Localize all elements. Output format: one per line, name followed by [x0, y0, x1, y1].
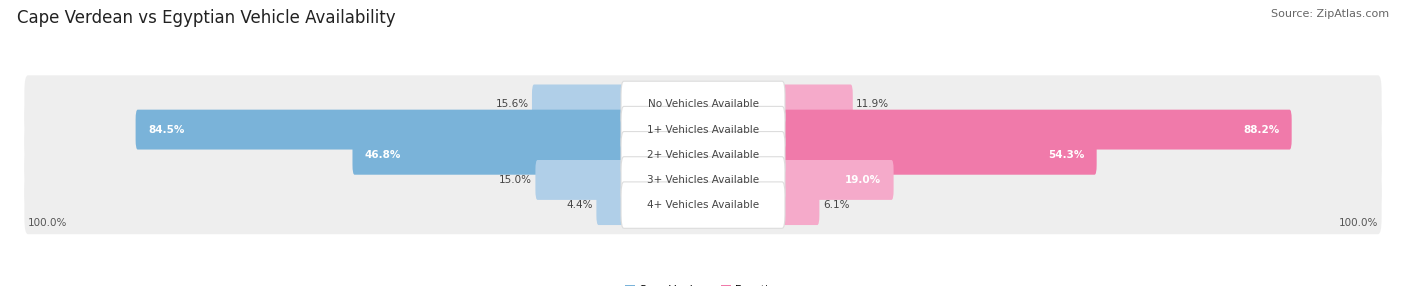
FancyBboxPatch shape	[596, 185, 626, 225]
Text: 11.9%: 11.9%	[856, 100, 890, 110]
Text: No Vehicles Available: No Vehicles Available	[648, 100, 758, 110]
FancyBboxPatch shape	[780, 185, 820, 225]
FancyBboxPatch shape	[621, 182, 785, 228]
Text: 54.3%: 54.3%	[1047, 150, 1084, 160]
Text: 3+ Vehicles Available: 3+ Vehicles Available	[647, 175, 759, 185]
Text: 46.8%: 46.8%	[366, 150, 401, 160]
FancyBboxPatch shape	[24, 126, 1382, 184]
Text: 100.0%: 100.0%	[1339, 218, 1378, 228]
FancyBboxPatch shape	[780, 110, 1292, 150]
FancyBboxPatch shape	[353, 135, 626, 175]
FancyBboxPatch shape	[24, 151, 1382, 209]
FancyBboxPatch shape	[621, 157, 785, 203]
FancyBboxPatch shape	[24, 100, 1382, 159]
Text: 88.2%: 88.2%	[1243, 125, 1279, 135]
Text: 4.4%: 4.4%	[567, 200, 593, 210]
Text: Source: ZipAtlas.com: Source: ZipAtlas.com	[1271, 9, 1389, 19]
FancyBboxPatch shape	[24, 176, 1382, 234]
FancyBboxPatch shape	[24, 75, 1382, 134]
FancyBboxPatch shape	[531, 84, 626, 124]
Text: 19.0%: 19.0%	[845, 175, 882, 185]
Text: 6.1%: 6.1%	[823, 200, 849, 210]
FancyBboxPatch shape	[621, 106, 785, 153]
Text: Cape Verdean vs Egyptian Vehicle Availability: Cape Verdean vs Egyptian Vehicle Availab…	[17, 9, 395, 27]
FancyBboxPatch shape	[536, 160, 626, 200]
Text: 84.5%: 84.5%	[148, 125, 184, 135]
Text: 100.0%: 100.0%	[28, 218, 67, 228]
FancyBboxPatch shape	[780, 160, 894, 200]
FancyBboxPatch shape	[621, 81, 785, 128]
Text: 15.6%: 15.6%	[495, 100, 529, 110]
Legend: Cape Verdean, Egyptian: Cape Verdean, Egyptian	[620, 281, 786, 286]
FancyBboxPatch shape	[780, 135, 1097, 175]
FancyBboxPatch shape	[135, 110, 626, 150]
Text: 1+ Vehicles Available: 1+ Vehicles Available	[647, 125, 759, 135]
Text: 15.0%: 15.0%	[499, 175, 531, 185]
Text: 2+ Vehicles Available: 2+ Vehicles Available	[647, 150, 759, 160]
FancyBboxPatch shape	[621, 132, 785, 178]
Text: 4+ Vehicles Available: 4+ Vehicles Available	[647, 200, 759, 210]
FancyBboxPatch shape	[780, 84, 853, 124]
